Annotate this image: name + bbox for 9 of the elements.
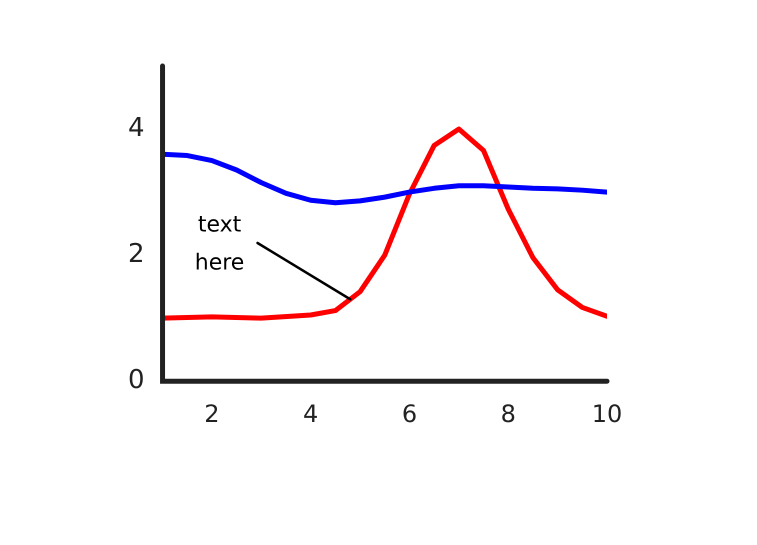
x-tick-label: 8 bbox=[500, 400, 516, 428]
x-tick-label: 6 bbox=[402, 400, 418, 428]
y-tick-label: 4 bbox=[128, 112, 145, 143]
annotation: text here bbox=[194, 212, 244, 276]
x-tick-label: 4 bbox=[303, 400, 318, 428]
x-tick-label: 10 bbox=[592, 400, 622, 428]
y-tick-label: 0 bbox=[128, 364, 145, 395]
y-tick-label: 2 bbox=[128, 238, 145, 269]
x-tick-label: 2 bbox=[204, 400, 220, 428]
